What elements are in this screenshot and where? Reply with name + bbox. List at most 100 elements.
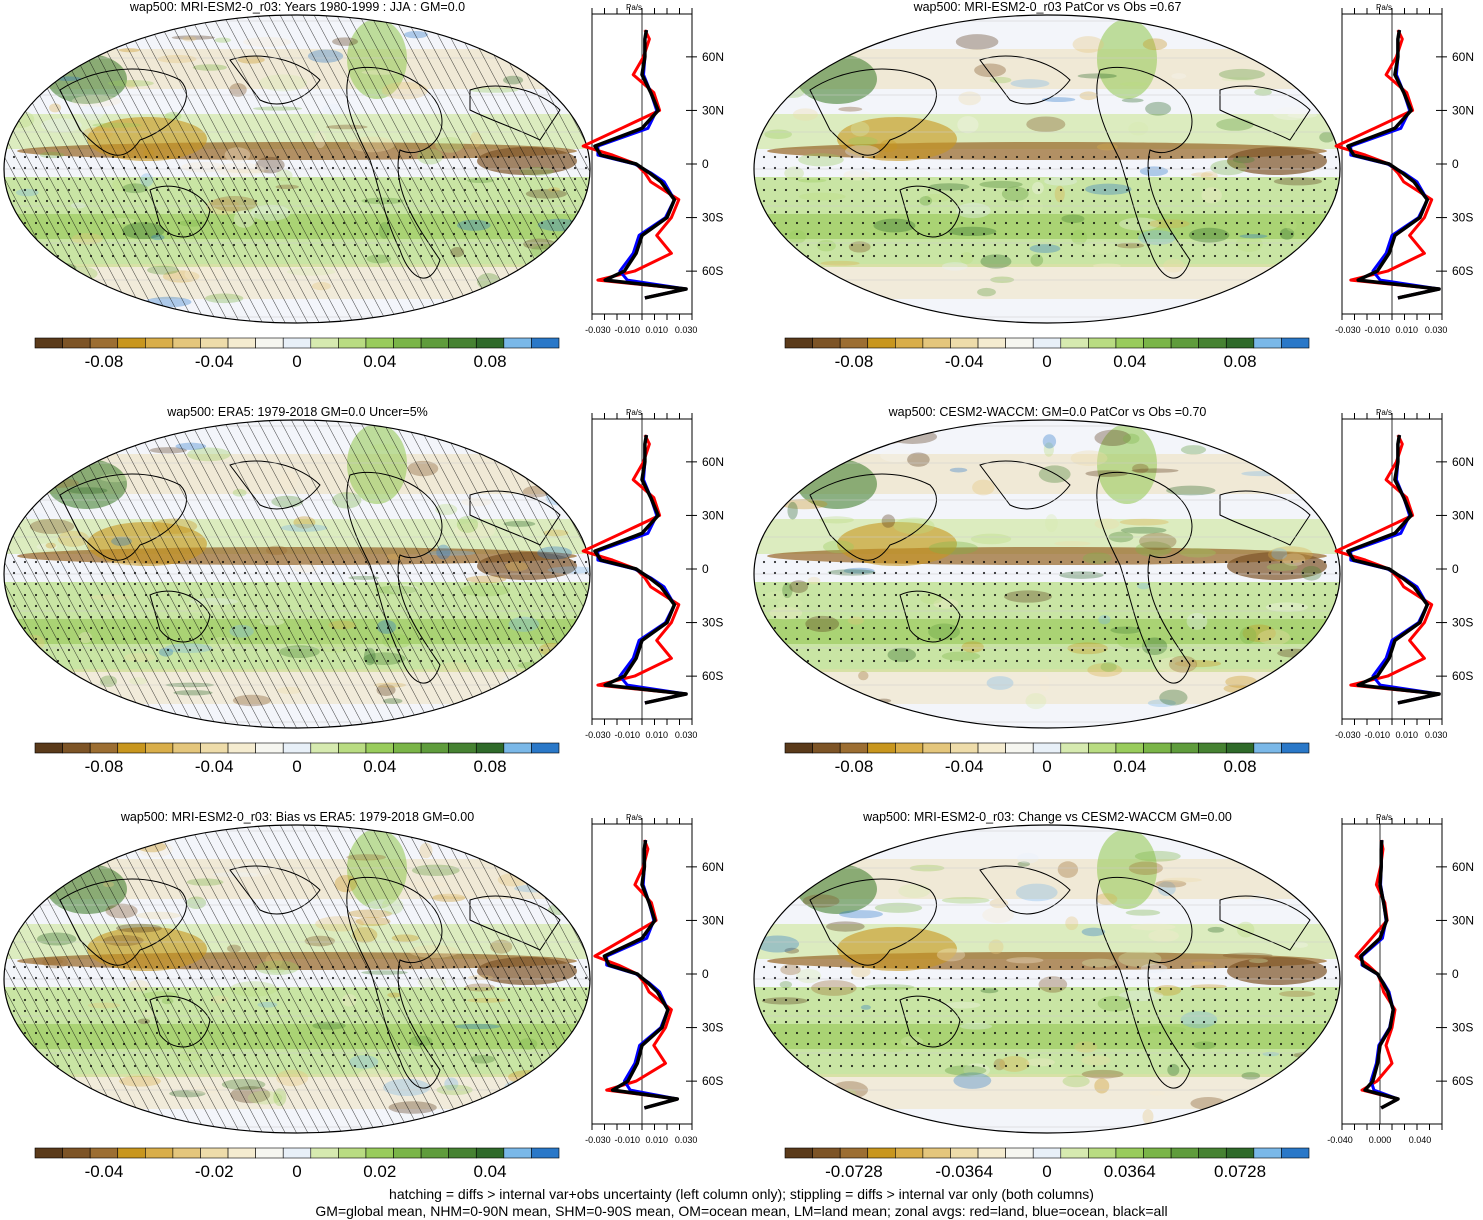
color-bar-label: -0.04: [944, 757, 984, 776]
zonal-lat-tick: 0: [1452, 967, 1459, 981]
footer-line-1: hatching = diffs > internal var+obs unce…: [389, 1186, 1094, 1202]
zonal-unit-label: Pa/s: [626, 813, 642, 822]
zonal-x-tick: -0.010: [615, 325, 641, 335]
color-bar-swatch: [895, 337, 924, 349]
color-bar-swatch: [338, 337, 367, 349]
color-bar-swatch: [1088, 742, 1117, 754]
color-bar-swatch: [1143, 742, 1172, 754]
color-bar-swatch: [89, 337, 119, 349]
color-bar-swatch: [867, 337, 896, 349]
color-bar-swatch: [784, 742, 813, 754]
zonal-x-tick: -0.030: [585, 1135, 611, 1145]
color-bar-swatch: [784, 1147, 813, 1159]
color-bar-swatch: [839, 337, 869, 349]
color-bar-swatch: [117, 1147, 146, 1159]
zonal-line-all: [593, 29, 688, 300]
color-bar-label: 0: [1042, 757, 1052, 776]
color-bar-label: 0: [1042, 352, 1052, 371]
color-bar-swatch: [448, 1147, 477, 1159]
color-bar-swatch: [365, 1147, 394, 1159]
panel-change: wap500: MRI-ESM2-0_r03: Change vs CESM2-…: [750, 810, 1483, 1210]
color-bar-label: 0.08: [1223, 352, 1257, 371]
zonal-lat-tick: 30S: [702, 1021, 723, 1035]
zonal-x-tick: 0.010: [645, 730, 668, 740]
zonal-lat-tick: 60S: [1452, 1074, 1473, 1088]
color-bar-label: 0: [1042, 1162, 1052, 1181]
color-bar-label: -0.08: [84, 757, 124, 776]
color-bar-swatch: [200, 337, 229, 349]
zonal-mean-plot: Pa/s 60N 30N 0 30S 60S -0.030 -0.010 0.010 0.030: [581, 3, 724, 335]
color-bar-swatch: [531, 337, 560, 349]
map-figure: Pa/s 60N 30N 0 30S 60S -0.030 -0.010 0.010 0.030: [3, 408, 724, 754]
zonal-unit-label: Pa/s: [1376, 813, 1392, 822]
zonal-lat-tick: 60S: [702, 1074, 723, 1088]
map-field: [754, 825, 1340, 1133]
color-bar-label: 0.04: [363, 352, 397, 371]
zonal-lat-tick: 60S: [702, 264, 723, 278]
zonal-lat-tick: 30S: [1452, 616, 1473, 630]
color-bar-label: 0.04: [1113, 352, 1147, 371]
map-field: [4, 420, 590, 728]
zonal-x-tick: -0.010: [615, 730, 641, 740]
zonal-mean-plot: Pa/s 60N 30N 0 30S 60S -0.030 -0.010 0.010 0.030: [585, 813, 724, 1145]
color-bar-swatch: [393, 337, 422, 349]
map-field: [4, 15, 590, 323]
color-bar-swatch: [172, 337, 201, 349]
color-bar-swatch: [1281, 1147, 1310, 1159]
color-bar-swatch: [1032, 742, 1062, 754]
map-field: [4, 825, 590, 1133]
zonal-x-tick: -0.030: [1335, 730, 1361, 740]
panel-bias: wap500: MRI-ESM2-0_r03: Bias vs ERA5: 19…: [0, 810, 733, 1210]
zonal-lat-tick: 30N: [1452, 103, 1474, 117]
color-bar-swatch: [1198, 337, 1227, 349]
color-bar-label: -0.04: [944, 352, 984, 371]
color-bar-swatch: [503, 742, 532, 754]
color-bar-label: 0.0728: [1214, 1162, 1267, 1181]
color-bar-swatch: [1198, 742, 1227, 754]
zonal-x-tick: 0.030: [675, 325, 698, 335]
panel-era5: wap500: ERA5: 1979-2018 GM=0.0 Uncer=5% P…: [0, 405, 733, 805]
color-bar-label: 0.04: [363, 757, 397, 776]
color-bar-swatch: [977, 337, 1006, 349]
color-bar-swatch: [1005, 337, 1034, 349]
zonal-unit-label: Pa/s: [1376, 408, 1392, 417]
zonal-lat-tick: 0: [702, 157, 709, 171]
color-bar-label: -0.04: [194, 352, 234, 371]
zonal-unit-label: Pa/s: [626, 408, 642, 417]
color-bar-swatch: [867, 1147, 896, 1159]
zonal-x-tick: -0.030: [1335, 325, 1361, 335]
zonal-x-tick: 0.010: [645, 1135, 668, 1145]
color-bar-swatch: [255, 1147, 284, 1159]
zonal-lat-tick: 0: [1452, 157, 1459, 171]
zonal-lat-tick: 60N: [702, 455, 724, 469]
color-bar-label: -0.0728: [825, 1162, 883, 1181]
zonal-line-all: [1346, 434, 1441, 705]
color-bar-label: -0.08: [834, 757, 874, 776]
zonal-line-all: [1346, 29, 1441, 300]
zonal-lat-tick: 60N: [702, 50, 724, 64]
zonal-lat-tick: 60N: [1452, 50, 1474, 64]
map-figure: Pa/s 60N 30N 0 30S 60S -0.030 -0.010 0.010 0.030: [753, 408, 1474, 754]
color-bar-label: -0.04: [194, 757, 234, 776]
color-bar-swatch: [62, 337, 91, 349]
color-bar-swatch: [62, 742, 91, 754]
color-bar-swatch: [393, 1147, 422, 1159]
zonal-x-tick: 0.030: [1425, 325, 1448, 335]
color-bar-swatch: [922, 742, 951, 754]
color-bar-swatch: [310, 742, 339, 754]
panel-mri-patcor: wap500: MRI-ESM2-0_r03 PatCor vs Obs =0.…: [750, 0, 1483, 400]
zonal-lat-tick: 30N: [1452, 508, 1474, 522]
color-bar-swatch: [812, 1147, 841, 1159]
color-bar-swatch: [1281, 337, 1310, 349]
zonal-lat-tick: 60N: [1452, 455, 1474, 469]
map-figure: Pa/s 60N 30N 0 30S 60S -0.030 -0.010 0.010 0.030: [3, 813, 724, 1159]
map-figure: Pa/s 60N 30N 0 30S 60S -0.030 -0.010 0.010 0.030: [753, 3, 1474, 349]
color-bar-swatch: [282, 337, 312, 349]
color-bar-swatch: [1253, 1147, 1282, 1159]
color-bar-swatch: [227, 742, 256, 754]
color-bar-label: 0: [292, 352, 302, 371]
color-bar-swatch: [950, 1147, 979, 1159]
color-bar-swatch: [977, 1147, 1006, 1159]
color-bar-swatch: [839, 1147, 869, 1159]
color-bar-swatch: [145, 742, 174, 754]
